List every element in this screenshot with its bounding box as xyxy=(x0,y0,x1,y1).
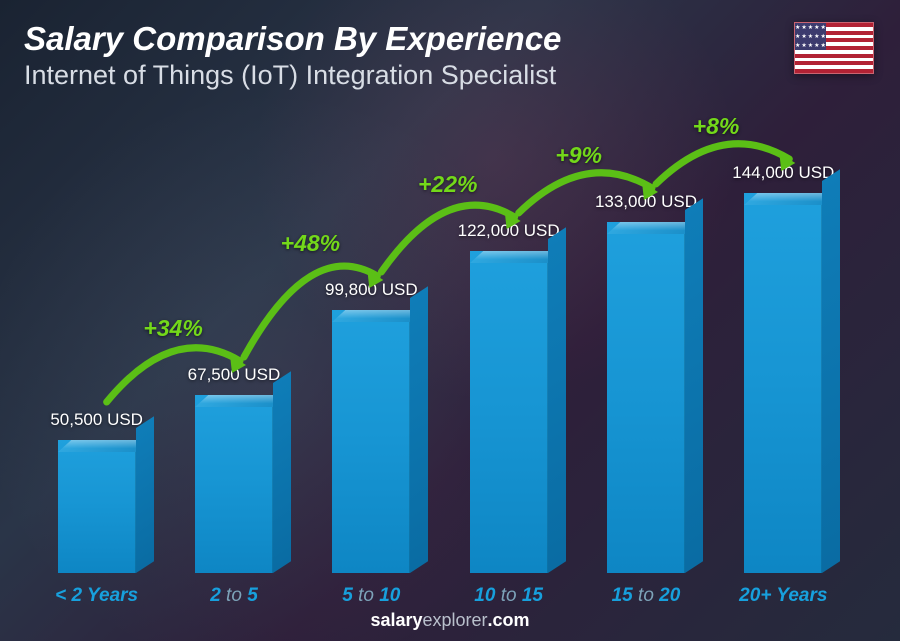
bar-category-label: 5 to 10 xyxy=(342,585,400,607)
chart-title: Salary Comparison By Experience xyxy=(24,20,876,58)
bar-category-label: 10 to 15 xyxy=(474,585,543,607)
chart-subtitle: Internet of Things (IoT) Integration Spe… xyxy=(24,60,876,91)
increase-percentage: +8% xyxy=(693,113,740,140)
brand-suffix: .com xyxy=(488,610,530,630)
brand-bold: salary xyxy=(370,610,422,630)
bar-category-label: 2 to 5 xyxy=(210,585,258,607)
bar-category-label: 20+ Years xyxy=(739,585,827,607)
flag-icon xyxy=(794,22,874,74)
footer-brand: salaryexplorer.com xyxy=(0,610,900,631)
brand-light: explorer xyxy=(423,610,488,630)
bar-chart: 50,500 USD< 2 Years67,500 USD2 to 599,80… xyxy=(28,110,852,573)
bar-category-label: 15 to 20 xyxy=(612,585,681,607)
increase-arc-icon xyxy=(28,110,852,573)
bar-category-label: < 2 Years xyxy=(55,585,138,607)
header: Salary Comparison By Experience Internet… xyxy=(24,20,876,91)
